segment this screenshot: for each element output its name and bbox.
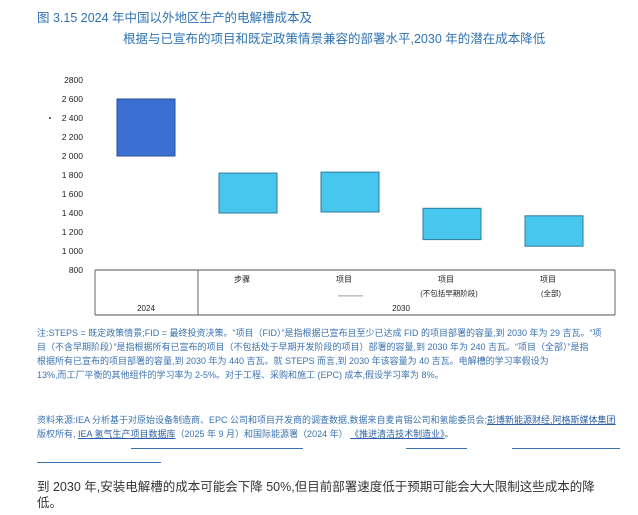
y-tick-label: 1 200: [62, 227, 84, 237]
x-category-label: 步骤: [234, 275, 250, 284]
chart-marks: 2800 2 600 2 400 2 200 2 000 1 800 1 600 1 400 1…: [62, 75, 584, 315]
source-text: 资料来源:IEA 分析基于对原始设备制造商、EPC 公司和项目开发商的调查数据,…: [37, 415, 488, 425]
source-text: 版权所有,: [37, 429, 79, 439]
y-tick-label: 800: [69, 265, 83, 275]
link-underline-decoration: [406, 448, 467, 449]
y-tick-label: 2 400: [62, 113, 84, 123]
x-group-label-2030: 2030: [392, 304, 410, 313]
link-underline-decoration: [131, 448, 303, 449]
bar-2030-projects: [320, 171, 380, 213]
x-group-label-2024: 2024: [137, 304, 155, 313]
bar-2030-projects-excl-early: [422, 207, 482, 241]
source-line: 资料来源:IEA 分析基于对原始设备制造商、EPC 公司和项目开发商的调查数据,…: [37, 413, 616, 427]
section-heading: 到 2030 年,安装电解槽的成本可能会下降 50%,但目前部署速度低于预期可能…: [37, 479, 595, 511]
source-link-iea-hydrogen-database[interactable]: IEA 氢气生产项目数据库: [78, 429, 176, 439]
category-footnote-mark: [338, 295, 363, 297]
y-tick-label: 2 600: [62, 94, 84, 104]
notes-line: 目（不含早期阶段）”是指根据所有已宣布的项目（不包括处于早期开发阶段的项目）部署…: [37, 342, 589, 352]
figure-title-line-1: 图 3.15 2024 年中国以外地区生产的电解槽成本及: [37, 11, 313, 25]
notes-line: 13%,而工厂平衡的其他组件的学习率为 2-5%。对于工程、采购和施工 (EPC…: [37, 370, 444, 380]
y-tick-label: 1 000: [62, 246, 84, 256]
source-line: 版权所有, IEA 氢气生产项目数据库（2025 年 9 月）和国际能源署（20…: [37, 427, 616, 441]
x-category-sublabel: (不包括早期阶段): [420, 288, 478, 298]
bar-2030-steps: [218, 172, 278, 214]
source-link-bnef-argus[interactable]: 彭博新能源财经,阿格斯媒体集团: [487, 415, 616, 425]
link-underline-decoration: [37, 462, 161, 463]
link-underline-decoration: [512, 448, 620, 449]
x-category-label: 项目: [336, 275, 352, 284]
y-tick-label: 2 200: [62, 132, 84, 142]
y-tick-label: 1 800: [62, 170, 84, 180]
x-category-label: 项目: [540, 275, 556, 284]
bar-2030-projects-all: [524, 215, 584, 247]
bar-2024: [116, 98, 176, 157]
source-text: 。: [444, 429, 454, 439]
section-heading-line: 到 2030 年,安装电解槽的成本可能会下降 50%,但目前部署速度低于预期可能…: [37, 480, 595, 494]
section-heading-line: 低。: [37, 496, 63, 510]
figure-source: 资料来源:IEA 分析基于对原始设备制造商、EPC 公司和项目开发商的调查数据,…: [37, 413, 616, 441]
y-tick-label: 1 600: [62, 189, 84, 199]
source-text: （2025 年 9 月）和国际能源署（2024 年）: [175, 429, 351, 439]
waterfall-chart: 2800 2 600 2 400 2 200 2 000 1 800 1 600 1 400 1…: [49, 75, 616, 316]
notes-line: 注:STEPS = 既定政策情景;FID = 最终投资决策。“项目（FID）”是…: [37, 328, 602, 338]
figure-title-line-2: 根据与已宣布的项目和既定政策情景兼容的部署水平,2030 年的潜在成本降低: [123, 32, 546, 46]
y-tick-label: 2800: [64, 75, 83, 85]
y-tick-label: 1 400: [62, 208, 84, 218]
y-tick-label: 2 000: [62, 151, 84, 161]
stray-dot-mark: [49, 117, 51, 119]
x-category-label: 项目: [438, 275, 454, 284]
notes-line: 根据所有已宣布的项目部署的容量,到 2030 年为 440 吉瓦。就 STEPS…: [37, 356, 549, 366]
x-category-sublabel: (全部): [541, 288, 561, 298]
source-link-clean-tech-manufacturing[interactable]: 《推进清洁技术制造业》: [350, 429, 445, 439]
figure-notes: 注:STEPS = 既定政策情景;FID = 最终投资决策。“项目（FID）”是…: [37, 326, 602, 382]
